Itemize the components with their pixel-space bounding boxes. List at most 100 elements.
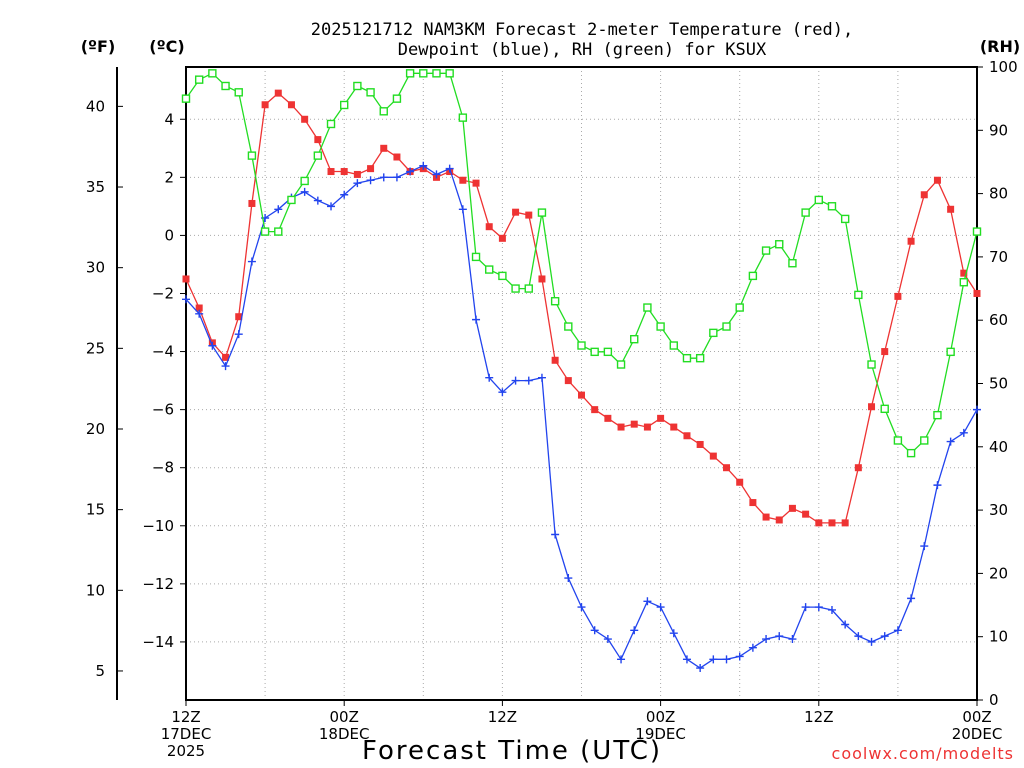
temperature-point: [195, 304, 203, 312]
dewpoint-point: [959, 428, 968, 437]
dewpoint-point: [814, 603, 823, 612]
dewpoint-point: [300, 187, 309, 196]
tick-labels: 420−2−4−6−8−10−12−1440353025201510510090…: [86, 58, 1018, 760]
fahrenheit-tick-label: 25: [86, 339, 105, 357]
rh-tick-label: 40: [989, 438, 1008, 456]
chart-title-line-2: Dewpoint (blue), RH (green) for KSUX: [398, 40, 767, 60]
temperature-point: [868, 403, 876, 411]
temperature-point: [775, 516, 783, 524]
dewpoint-point: [643, 597, 652, 606]
rh-point: [854, 290, 863, 300]
rh-point: [801, 208, 810, 217]
dewpoint-point: [432, 170, 441, 179]
rh-tick-label: 80: [989, 185, 1008, 203]
rh-point: [537, 208, 547, 217]
temperature-point: [696, 440, 704, 448]
x-tick-label: 00Z: [646, 708, 675, 726]
dewpoint-point: [392, 173, 401, 182]
temperature-point: [762, 513, 770, 521]
grid-lines: [186, 67, 977, 700]
celsius-unit-label: (ºC): [149, 37, 184, 56]
rh-tick-label: 70: [989, 248, 1008, 266]
rh-point: [880, 404, 889, 414]
dewpoint-point: [511, 376, 520, 385]
dewpoint-point: [274, 205, 283, 214]
celsius-tick-label: −4: [152, 343, 174, 361]
x-tick-label: 20DEC: [952, 725, 1003, 743]
rh-point: [814, 195, 823, 205]
dewpoint-point: [893, 626, 902, 635]
dewpoint-point: [748, 643, 757, 652]
x-tick-label: 12Z: [171, 708, 200, 726]
rh-point: [524, 284, 533, 293]
rh-point: [788, 259, 797, 268]
temperature-point: [459, 176, 467, 184]
fahrenheit-tick-label: 20: [86, 420, 105, 438]
rh-point: [946, 347, 955, 357]
dewpoint-point: [656, 603, 665, 612]
dewpoint-point: [366, 176, 375, 185]
fahrenheit-tick-label: 40: [86, 97, 105, 115]
rh-point: [722, 322, 731, 331]
x-tick-label: 19DEC: [635, 725, 686, 743]
temperature-point: [525, 211, 533, 219]
dewpoint-point: [907, 594, 916, 603]
dewpoint-point: [841, 620, 850, 629]
temperature-point: [367, 165, 375, 173]
axes: [116, 66, 983, 706]
dewpoint-point: [564, 574, 573, 583]
dewpoint-point: [946, 437, 955, 446]
temperature-point: [802, 510, 810, 518]
series-dewpoint: [182, 161, 981, 673]
rh-point: [669, 341, 678, 350]
rh-point: [827, 202, 837, 211]
temperature-point: [973, 289, 981, 297]
rh-point: [340, 100, 349, 110]
dewpoint-point: [801, 603, 810, 612]
temperature-point: [538, 275, 546, 283]
rh-tick-label: 10: [989, 628, 1008, 646]
temperature-point: [709, 452, 717, 460]
dewpoint-point: [485, 373, 494, 382]
dewpoint-point: [195, 309, 204, 318]
dewpoint-point: [445, 164, 454, 173]
celsius-tick-label: 4: [164, 110, 174, 128]
rh-point: [313, 151, 323, 160]
data-series: [181, 69, 982, 673]
rh-point: [300, 176, 309, 186]
temperature-point: [301, 115, 309, 123]
dewpoint-point: [775, 632, 784, 641]
dewpoint-point: [340, 190, 349, 199]
dewpoint-point: [920, 542, 929, 551]
temperature-point: [670, 423, 678, 431]
rh-point: [603, 347, 613, 357]
dewpoint-point: [406, 167, 415, 176]
temperature-point: [630, 420, 638, 428]
temperature-point: [261, 101, 269, 109]
rh-point: [933, 410, 942, 420]
rh-point: [630, 334, 639, 344]
celsius-tick-label: 0: [164, 226, 174, 244]
dewpoint-point: [524, 376, 533, 385]
rh-point: [840, 214, 850, 224]
temperature-point: [380, 144, 388, 152]
temperature-point: [643, 423, 651, 431]
rh-tick-label: 50: [989, 375, 1008, 393]
dewpoint-point: [735, 652, 744, 661]
temperature-point: [512, 208, 520, 216]
temperature-point: [314, 136, 322, 144]
rh-point: [735, 303, 744, 312]
rh-point: [181, 94, 191, 103]
dewpoint-point: [590, 626, 599, 635]
temperature-point: [235, 313, 243, 321]
temperature-point: [828, 519, 836, 527]
temperature-point: [881, 348, 889, 356]
rh-point: [287, 195, 296, 205]
rh-point: [748, 271, 758, 281]
rh-point: [616, 360, 626, 369]
x-tick-label: 12Z: [804, 708, 833, 726]
rh-point: [577, 341, 586, 350]
dewpoint-point: [973, 405, 981, 414]
rh-point: [972, 227, 982, 236]
